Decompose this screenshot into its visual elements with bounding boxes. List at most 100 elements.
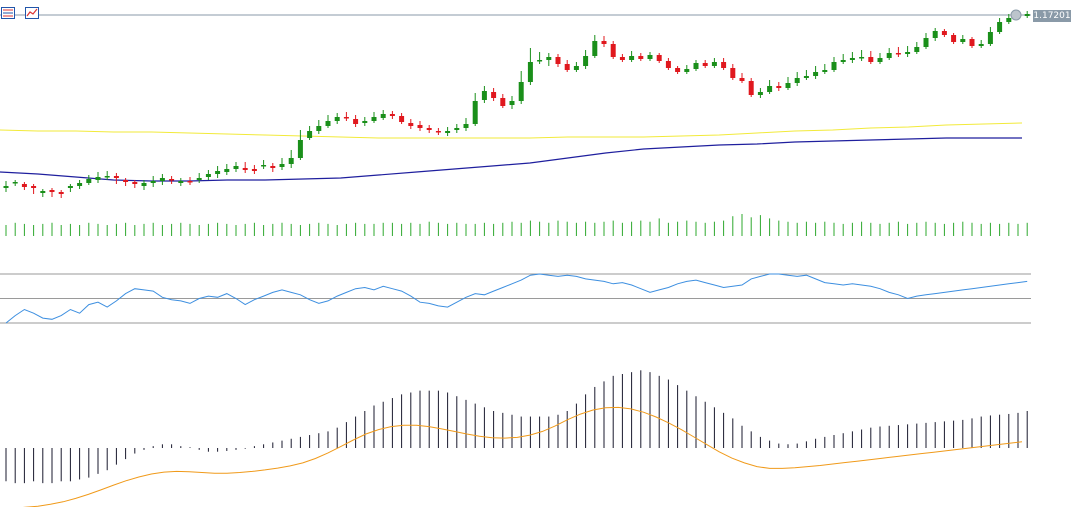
candle-body bbox=[380, 114, 386, 118]
candle-body bbox=[1024, 14, 1030, 16]
candle-body bbox=[711, 62, 717, 66]
candle-body bbox=[159, 178, 165, 181]
candle-body bbox=[813, 72, 819, 76]
candle-body bbox=[463, 124, 469, 128]
candle-body bbox=[923, 38, 929, 47]
candle-body bbox=[215, 171, 221, 174]
candle-body bbox=[895, 53, 901, 55]
candle-body bbox=[721, 62, 727, 68]
candle-body bbox=[362, 121, 368, 123]
volume-panel bbox=[5, 214, 1028, 236]
candle-body bbox=[426, 128, 432, 130]
rsi-line bbox=[5, 273, 1028, 324]
candle-body bbox=[776, 86, 782, 88]
candle-body bbox=[316, 126, 322, 131]
candle-body bbox=[997, 22, 1003, 32]
candle-body bbox=[693, 63, 699, 69]
current-price-label: 1.17201 bbox=[1033, 11, 1071, 21]
candle-body bbox=[270, 166, 276, 168]
candle-body bbox=[877, 58, 883, 62]
candle-body bbox=[389, 114, 395, 116]
candle-body bbox=[132, 182, 138, 184]
rsi-levels bbox=[0, 273, 1031, 324]
current-price-dot bbox=[1010, 9, 1022, 21]
candle-body bbox=[77, 183, 83, 186]
candle-body bbox=[279, 164, 285, 167]
price-panel[interactable] bbox=[0, 11, 1031, 198]
candle-body bbox=[665, 61, 671, 68]
candle-body bbox=[491, 92, 497, 98]
candle-body bbox=[325, 121, 331, 126]
candle-body bbox=[767, 86, 773, 92]
candle-body bbox=[454, 128, 460, 130]
macd-panel[interactable] bbox=[0, 370, 1028, 507]
candle-body bbox=[730, 68, 736, 78]
candle-body bbox=[500, 98, 506, 106]
candle-body bbox=[794, 78, 800, 83]
candle-body bbox=[67, 186, 73, 188]
candle-body bbox=[702, 63, 708, 66]
candle-body bbox=[472, 101, 478, 124]
candle-body bbox=[619, 57, 625, 60]
price-marker bbox=[1010, 9, 1071, 22]
macd-histogram bbox=[5, 370, 1028, 484]
candle-body bbox=[353, 119, 359, 124]
candle-body bbox=[849, 58, 855, 60]
candle-body bbox=[905, 52, 911, 54]
candle-body bbox=[307, 131, 313, 138]
candle-body bbox=[509, 101, 515, 105]
candle-body bbox=[537, 60, 543, 62]
candle-body bbox=[58, 192, 64, 194]
candle-body bbox=[748, 81, 754, 95]
candle-body bbox=[104, 176, 110, 178]
candle-body bbox=[343, 117, 349, 119]
candle-body bbox=[224, 169, 230, 172]
candle-body bbox=[969, 39, 975, 46]
chart-settings-icon[interactable] bbox=[25, 4, 39, 19]
candle-body bbox=[233, 166, 239, 169]
candle-body bbox=[757, 92, 763, 95]
candle-body bbox=[334, 117, 340, 121]
candle-body bbox=[803, 76, 809, 78]
candle-body bbox=[12, 182, 18, 184]
candle-body bbox=[555, 57, 561, 64]
candle-body bbox=[638, 56, 644, 59]
candle-body bbox=[684, 69, 690, 72]
candle-body bbox=[868, 57, 874, 62]
candle-body bbox=[675, 68, 681, 72]
candle-body bbox=[546, 57, 552, 60]
candle-body bbox=[518, 82, 524, 101]
candle-body bbox=[739, 78, 745, 81]
rsi-panel[interactable] bbox=[0, 273, 1031, 324]
candle-body bbox=[886, 53, 892, 58]
candle-body bbox=[95, 177, 101, 180]
macd-signal-line bbox=[22, 406, 1023, 507]
candle-body bbox=[297, 140, 303, 158]
candle-body bbox=[601, 41, 607, 44]
candle-body bbox=[150, 181, 156, 183]
candle-body bbox=[785, 83, 791, 88]
candle-body bbox=[40, 191, 46, 193]
candle-body bbox=[951, 35, 957, 42]
candle-body bbox=[417, 125, 423, 128]
candle-body bbox=[914, 47, 920, 52]
properties-list-icon[interactable] bbox=[1, 4, 15, 19]
candle-body bbox=[822, 70, 828, 72]
candle-body bbox=[978, 44, 984, 46]
candlesticks bbox=[3, 11, 1030, 198]
candle-body bbox=[141, 183, 147, 186]
candle-body bbox=[169, 179, 175, 181]
candle-body bbox=[205, 174, 211, 177]
candle-body bbox=[656, 55, 662, 61]
fast-moving-average-line bbox=[0, 137, 1022, 182]
candle-body bbox=[527, 62, 533, 82]
candle-body bbox=[288, 158, 294, 164]
candle-body bbox=[49, 190, 55, 192]
candle-body bbox=[445, 131, 451, 133]
candle-body bbox=[859, 57, 865, 59]
candle-body bbox=[187, 181, 193, 183]
candle-body bbox=[647, 55, 653, 59]
candle-body bbox=[583, 56, 589, 66]
price-tag-background bbox=[1033, 10, 1071, 22]
